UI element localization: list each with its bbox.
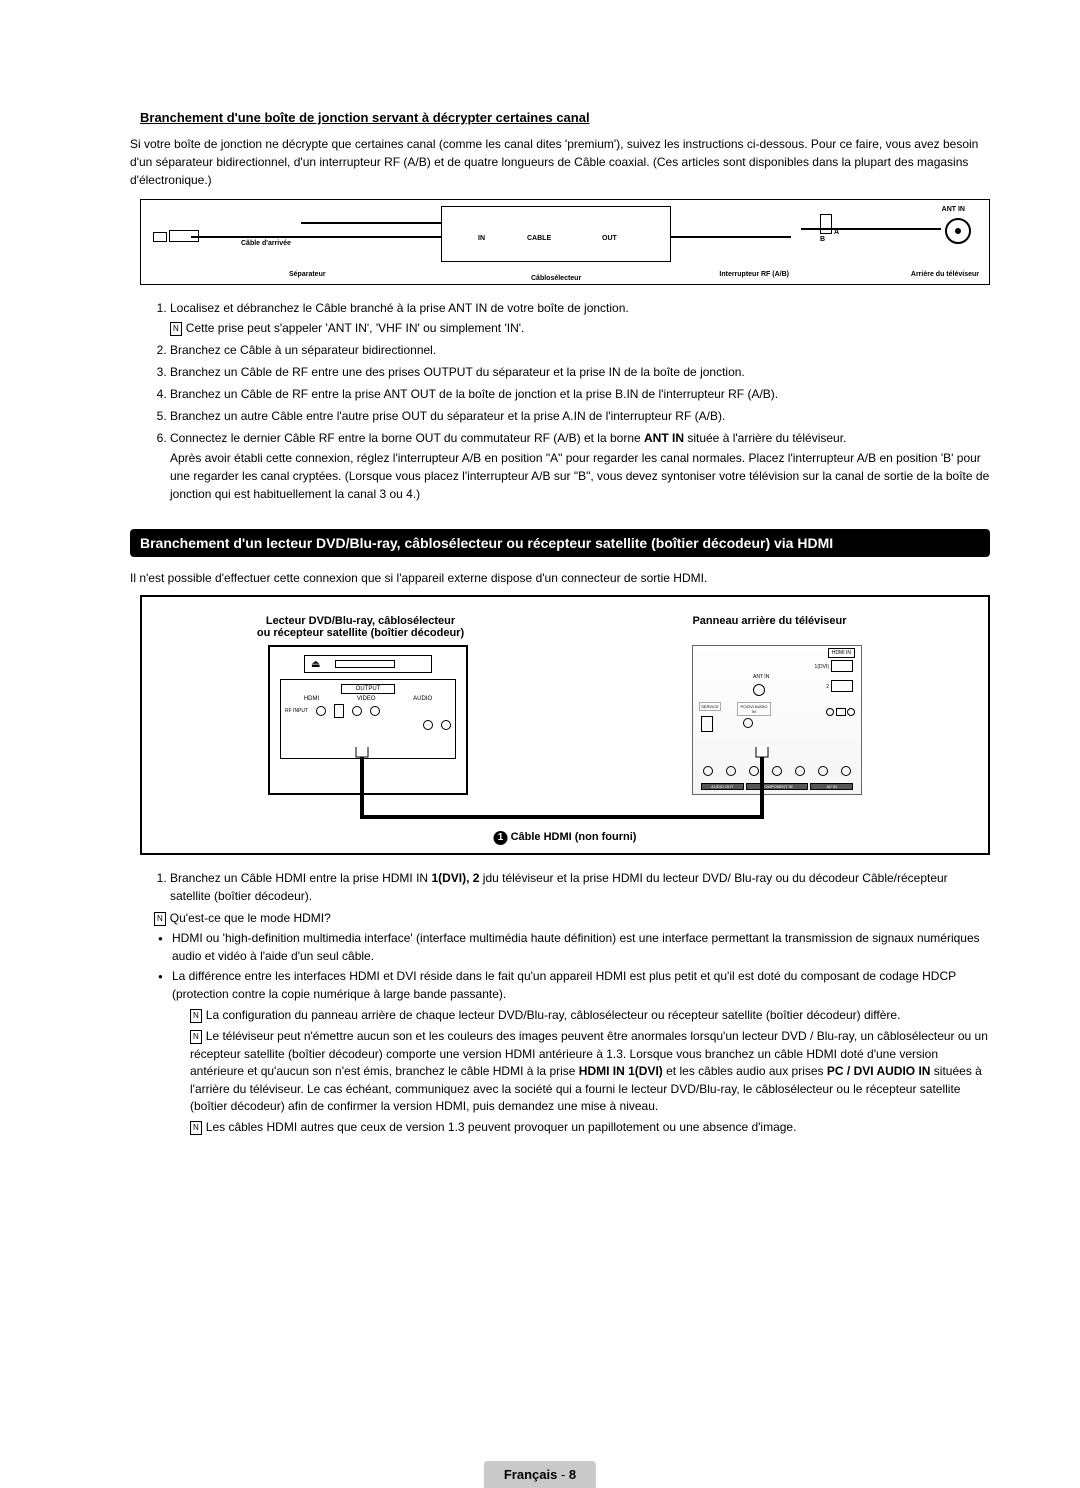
step-item: Branchez un Câble HDMI entre la prise HD… <box>170 869 990 905</box>
step-text: Localisez et débranchez le Câble branché… <box>170 301 629 315</box>
label-rf-input: RF INPUT <box>285 708 308 714</box>
label-audio: AUDIO <box>413 696 432 702</box>
step-item: Branchez un Câble de RF entre la prise A… <box>170 385 990 403</box>
cablebox-icon: IN CABLE OUT <box>441 206 671 262</box>
antin-port-icon <box>945 218 971 244</box>
label-cable-arrivee: Câble d'arrivée <box>241 240 291 247</box>
label-in: IN <box>478 235 485 242</box>
steps-list-2: Branchez un Câble HDMI entre la prise HD… <box>140 869 990 905</box>
label-av-in: AV IN <box>810 783 853 790</box>
dn2-b2: PC / DVI AUDIO IN <box>827 1064 931 1078</box>
note-icon: N <box>190 1121 202 1135</box>
s2-step1-pre: Branchez un Câble HDMI entre la prise HD… <box>170 871 431 885</box>
label-hdmi: HDMI <box>304 696 319 702</box>
note-icon: N <box>154 912 166 926</box>
step-text-bold: ANT IN <box>644 431 684 445</box>
label-a: A <box>834 229 839 236</box>
bullet-item: HDMI ou 'high-definition multimedia inte… <box>158 929 990 965</box>
section2-intro: Il n'est possible d'effectuer cette conn… <box>130 569 990 587</box>
diag2-left-title2: ou récepteur satellite (boîtier décodeur… <box>181 627 541 639</box>
label-cableselecteur: Câblosélecteur <box>531 275 581 282</box>
label-dvi: 1(DVI) <box>815 664 829 670</box>
dn2-mid: et les câbles audio aux prises <box>663 1064 827 1078</box>
s2-q: Qu'est-ce que le mode HDMI? <box>170 911 331 925</box>
s2-step1-b: 1(DVI), 2 <box>431 871 479 885</box>
footer-num: 8 <box>569 1467 576 1482</box>
diagram-junction-box: ANT IN Arrière du téléviseur Câble d'arr… <box>140 199 990 285</box>
bullet-item: La différence entre les interfaces HDMI … <box>158 967 990 1003</box>
step-text-pre: Connectez le dernier Câble RF entre la b… <box>170 431 644 445</box>
step-text: Branchez un Câble de RF entre une des pr… <box>170 365 745 379</box>
step-note: Cette prise peut s'appeler 'ANT IN', 'VH… <box>186 321 525 335</box>
label-video: VIDEO <box>357 696 376 702</box>
connector-icon <box>153 232 167 242</box>
section1-intro: Si votre boîte de jonction ne décrypte q… <box>130 135 990 189</box>
page-footer: Français - 8 <box>484 1461 596 1488</box>
circled-1-icon: 1 <box>494 831 508 845</box>
label-service: SERVICE <box>699 702 721 711</box>
deep-note-text: La configuration du panneau arrière de c… <box>206 1008 901 1022</box>
label-antin2: ANT IN <box>753 674 769 680</box>
dn2-b1: HDMI IN 1(DVI) <box>579 1064 663 1078</box>
label-out: OUT <box>602 235 617 242</box>
footer-sep: - <box>557 1467 569 1482</box>
step-item: Localisez et débranchez le Câble branché… <box>170 299 990 337</box>
step-after: Après avoir établi cette connexion, régl… <box>170 449 990 503</box>
label-interrupteur: Interrupteur RF (A/B) <box>719 271 789 278</box>
hdmi-caption-text: Câble HDMI (non fourni) <box>511 831 637 843</box>
steps-list: Localisez et débranchez le Câble branché… <box>140 299 990 503</box>
footer-lang: Français <box>504 1467 557 1482</box>
section1-title: Branchement d'une boîte de jonction serv… <box>140 110 990 125</box>
step-item: Branchez un Câble de RF entre une des pr… <box>170 363 990 381</box>
label-cable: CABLE <box>527 235 551 242</box>
label-b: B <box>820 236 825 243</box>
label-output: OUTPUT <box>341 684 396 694</box>
note-icon: N <box>190 1030 202 1044</box>
label-pcdvi: PC/DVI AUDIO IN <box>737 702 771 716</box>
label-hdmi-in: HDMI IN <box>828 648 855 658</box>
diag2-right-title: Panneau arrière du téléviseur <box>590 615 950 639</box>
step-text: Branchez un autre Câble entre l'autre pr… <box>170 409 725 423</box>
label-separateur: Séparateur <box>289 271 326 278</box>
section2-banner: Branchement d'un lecteur DVD/Blu-ray, câ… <box>130 529 990 557</box>
label-tv-rear: Arrière du téléviseur <box>911 271 979 278</box>
step-text: Branchez ce Câble à un séparateur bidire… <box>170 343 436 357</box>
deep-note-text: Les câbles HDMI autres que ceux de versi… <box>206 1120 797 1134</box>
step-item: Branchez un autre Câble entre l'autre pr… <box>170 407 990 425</box>
step-item: Branchez ce Câble à un séparateur bidire… <box>170 341 990 359</box>
note-icon: N <box>170 322 182 336</box>
step-text-post: située à l'arrière du téléviseur. <box>684 431 846 445</box>
hdmi-cable-icon <box>352 747 782 837</box>
diagram-hdmi: Lecteur DVD/Blu-ray, câblosélecteur ou r… <box>140 595 990 855</box>
note-icon: N <box>190 1009 202 1023</box>
diag2-left-title1: Lecteur DVD/Blu-ray, câblosélecteur <box>181 615 541 627</box>
step-item: Connectez le dernier Câble RF entre la b… <box>170 429 990 503</box>
step-text: Branchez un Câble de RF entre la prise A… <box>170 387 778 401</box>
label-ant-in: ANT IN <box>942 206 965 213</box>
label-two: 2 <box>826 684 829 690</box>
